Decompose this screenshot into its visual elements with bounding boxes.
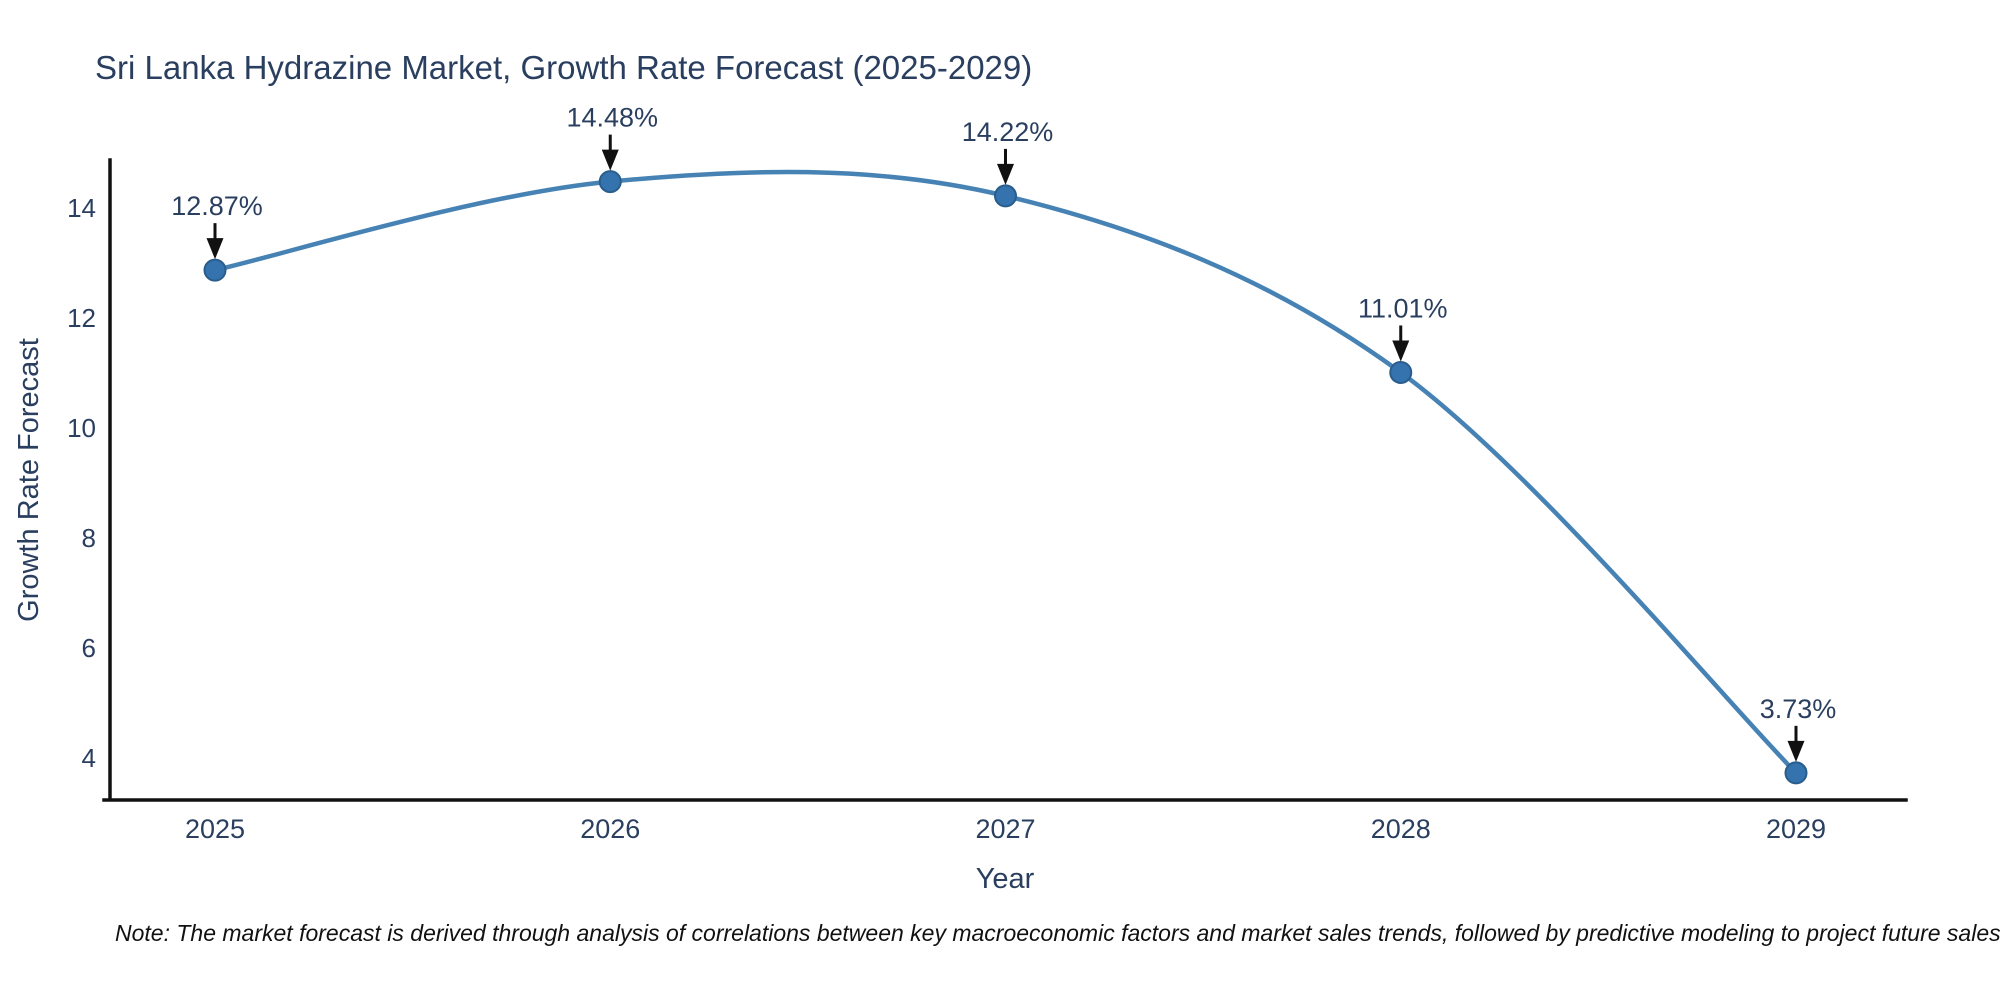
data-point-marker — [598, 170, 622, 194]
point-value-label: 14.48% — [566, 103, 658, 133]
point-value-label: 3.73% — [1760, 694, 1837, 724]
data-point-marker — [1389, 360, 1413, 384]
y-axis-title: Growth Rate Forecast — [13, 338, 45, 622]
x-tick-label: 2028 — [1371, 814, 1431, 844]
y-tick-label: 14 — [67, 193, 96, 223]
point-annotation: 14.22% — [962, 117, 1054, 185]
annotation-arrowhead-icon — [997, 163, 1014, 185]
axis-lines — [102, 158, 1908, 802]
x-tick-label: 2027 — [975, 814, 1035, 844]
point-annotations: 12.87% 14.48% 14.22% 11.01% 3.73% — [171, 103, 1836, 762]
x-axis-tick-labels: 2025 2026 2027 2028 2029 — [185, 814, 1826, 844]
annotation-arrowhead-icon — [1787, 740, 1805, 762]
chart-title: Sri Lanka Hydrazine Market, Growth Rate … — [95, 49, 1032, 86]
y-tick-label: 8 — [82, 523, 96, 553]
annotation-arrowhead-icon — [1392, 340, 1410, 362]
x-tick-label: 2025 — [185, 814, 245, 844]
y-tick-label: 4 — [82, 743, 96, 773]
point-value-label: 11.01% — [1358, 293, 1448, 323]
point-annotation: 3.73% — [1760, 694, 1837, 762]
x-tick-label: 2029 — [1766, 814, 1826, 844]
point-value-label: 12.87% — [171, 191, 263, 221]
axes — [102, 158, 1908, 802]
annotation-arrowhead-icon — [206, 238, 224, 260]
y-tick-label: 12 — [67, 303, 96, 333]
data-point-marker — [1784, 761, 1808, 785]
point-value-label: 14.22% — [962, 117, 1054, 147]
data-point-marker — [203, 258, 227, 282]
chart-note: Note: The market forecast is derived thr… — [115, 920, 2000, 946]
line-series — [203, 169, 1808, 785]
point-annotation: 14.48% — [566, 103, 658, 171]
point-annotation: 11.01% — [1358, 293, 1448, 362]
y-tick-label: 6 — [82, 633, 96, 663]
point-annotation: 12.87% — [171, 191, 263, 260]
y-tick-label: 10 — [67, 413, 96, 443]
forecast-line — [212, 169, 1799, 776]
data-point-marker — [994, 184, 1017, 208]
x-tick-label: 2026 — [580, 814, 640, 844]
annotation-arrowhead-icon — [601, 149, 619, 171]
x-axis-title: Year — [976, 863, 1035, 895]
y-axis-tick-labels: 4 6 8 10 12 14 — [67, 193, 96, 773]
